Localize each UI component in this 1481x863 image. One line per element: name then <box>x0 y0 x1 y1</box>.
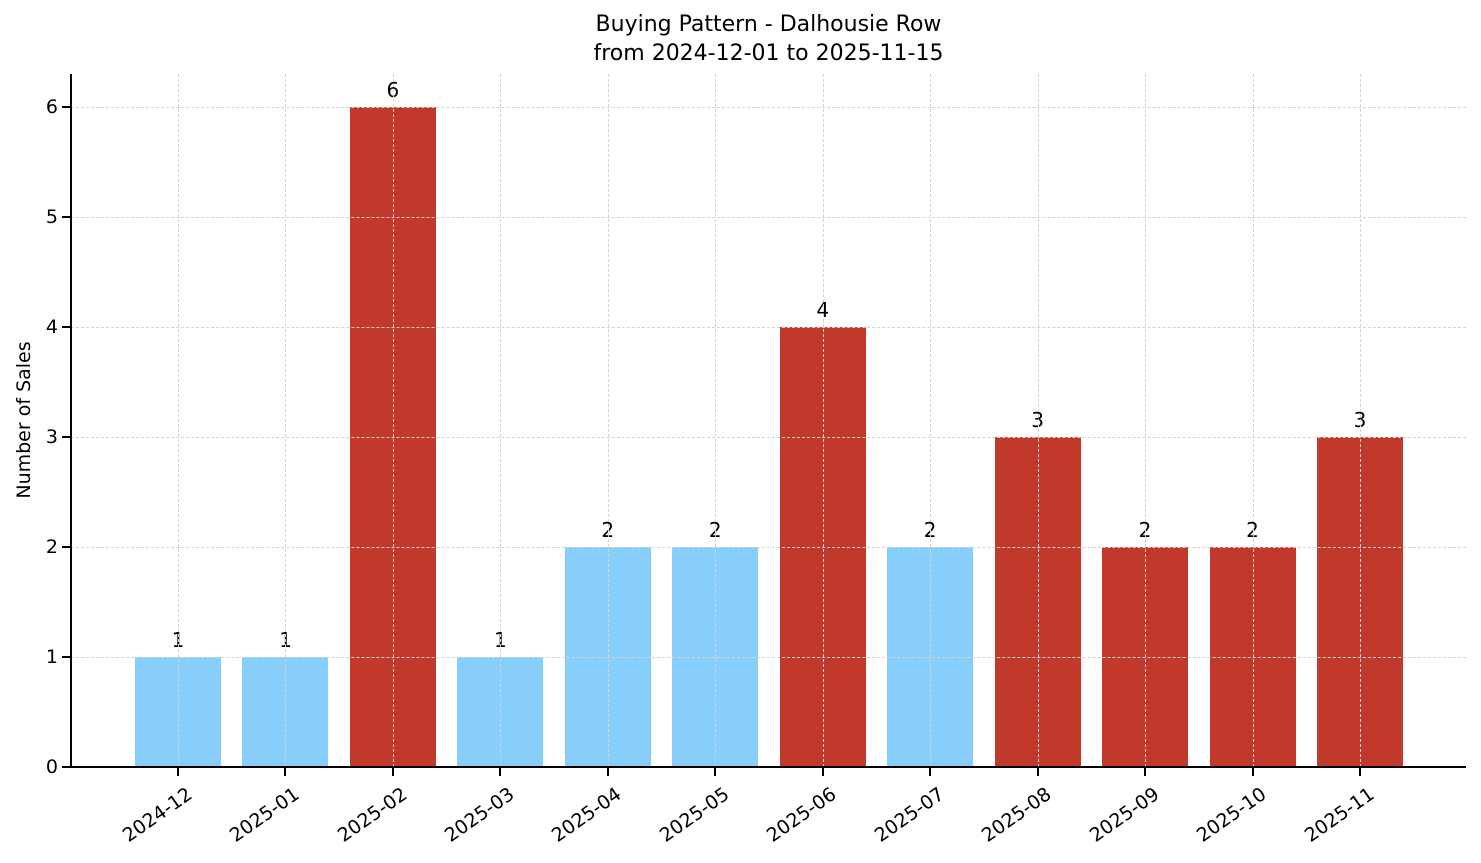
gridline-vertical <box>1359 74 1361 767</box>
x-tick-label: 2025-07 <box>870 783 949 847</box>
y-tick-label: 5 <box>45 206 58 228</box>
chart-title: Buying Pattern - Dalhousie Row from 2024… <box>0 10 1481 68</box>
y-axis-line <box>70 74 72 768</box>
bar-value-label: 2 <box>923 518 937 542</box>
x-tick-label: 2025-10 <box>1192 783 1271 847</box>
gridline-horizontal <box>71 437 1466 438</box>
x-tick-mark <box>1358 768 1361 776</box>
x-tick-mark <box>1251 768 1254 776</box>
gridline-vertical <box>607 74 609 767</box>
y-tick-mark <box>62 106 70 108</box>
x-tick-mark <box>1144 768 1147 776</box>
x-tick-label: 2025-09 <box>1085 783 1164 847</box>
x-tick-mark <box>714 768 717 776</box>
gridline-vertical <box>392 74 394 767</box>
gridline-vertical <box>1252 74 1254 767</box>
x-tick-mark <box>1036 768 1039 776</box>
gridline-vertical <box>1037 74 1039 767</box>
gridline-vertical <box>930 74 932 767</box>
x-tick-label: 2025-03 <box>440 783 519 847</box>
gridline-horizontal <box>71 107 1466 108</box>
bar-value-label: 6 <box>386 78 400 102</box>
gridline-vertical <box>285 74 287 767</box>
x-tick-label: 2025-08 <box>978 783 1056 847</box>
bar-value-label: 2 <box>708 518 722 542</box>
gridline-vertical <box>178 74 179 767</box>
gridline-horizontal <box>71 327 1466 328</box>
y-axis-title: Number of Sales <box>13 341 35 499</box>
y-tick-label: 3 <box>45 426 58 448</box>
gridline-vertical <box>822 74 824 767</box>
y-tick-mark <box>62 216 70 218</box>
x-tick-label: 2025-04 <box>548 783 626 847</box>
gridline-vertical <box>1145 74 1147 767</box>
bar-value-label: 4 <box>816 298 830 322</box>
gridline-horizontal <box>71 657 1466 658</box>
y-tick-mark <box>62 766 70 768</box>
x-tick-mark <box>391 768 394 776</box>
x-tick-mark <box>284 768 287 776</box>
x-tick-label: 2025-06 <box>763 783 841 847</box>
gridline-vertical <box>715 74 717 767</box>
x-tick-mark <box>821 768 824 776</box>
chart-title-main: Buying Pattern - Dalhousie Row <box>595 12 942 37</box>
y-tick-mark <box>62 656 70 658</box>
y-tick-label: 0 <box>45 756 58 778</box>
y-tick-label: 2 <box>45 536 58 558</box>
gridline-horizontal <box>71 547 1466 548</box>
bar-value-label: 3 <box>1031 408 1044 432</box>
bar-value-label: 1 <box>493 628 507 652</box>
y-tick-mark <box>62 436 70 438</box>
y-tick-label: 6 <box>45 96 58 118</box>
bar-value-label: 3 <box>1353 408 1367 432</box>
x-axis-line <box>70 766 1466 768</box>
bar-value-label: 1 <box>171 628 185 652</box>
x-tick-label: 2025-05 <box>655 783 734 847</box>
x-tick-mark <box>499 768 502 776</box>
bar-value-label: 2 <box>1138 518 1152 542</box>
y-tick-mark <box>62 546 70 548</box>
x-tick-label: 2025-01 <box>225 783 304 847</box>
x-tick-mark <box>606 768 609 776</box>
y-tick-mark <box>62 326 70 328</box>
y-tick-label: 1 <box>45 646 58 668</box>
x-tick-mark <box>177 768 179 776</box>
chart-subtitle: from 2024-12-01 to 2025-11-15 <box>593 41 944 66</box>
bar-value-label: 2 <box>1246 518 1259 542</box>
y-tick-label: 4 <box>45 316 58 338</box>
x-tick-mark <box>929 768 932 776</box>
bar-value-label: 1 <box>279 628 292 652</box>
x-tick-label: 2024-12 <box>118 783 197 847</box>
bar-value-label: 2 <box>601 518 615 542</box>
gridline-horizontal <box>71 217 1466 218</box>
gridline-vertical <box>500 74 502 767</box>
x-tick-label: 2025-11 <box>1300 783 1378 847</box>
x-tick-label: 2025-02 <box>333 783 411 847</box>
